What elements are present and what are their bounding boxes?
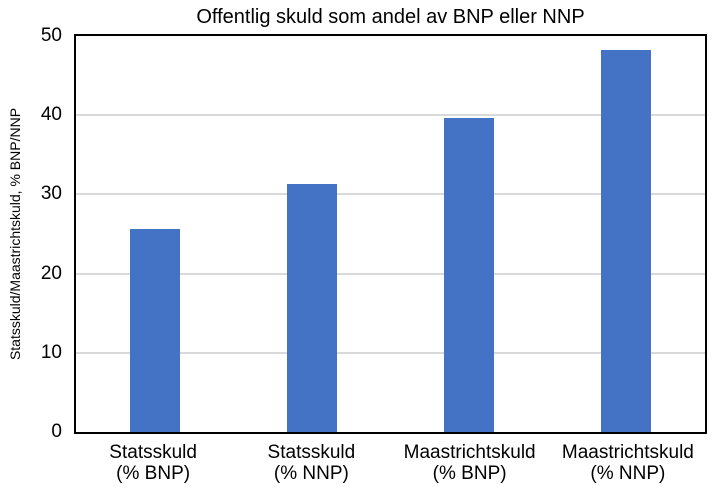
bar-slot — [76, 36, 233, 432]
chart-title: Offentlig skuld som andel av BNP eller N… — [196, 6, 585, 28]
y-axis-label: Statsskuld/Maastrichtskuld, % BNP/NNP — [7, 107, 23, 361]
y-tick-label: 40 — [40, 104, 62, 126]
gridline — [76, 193, 705, 196]
bar-slot — [548, 36, 705, 432]
bar — [129, 229, 180, 432]
bar-slot — [391, 36, 548, 432]
plot-area — [74, 34, 707, 434]
gridline — [76, 114, 705, 117]
y-tick-label: 20 — [40, 262, 62, 284]
bar — [601, 50, 652, 432]
y-tick-label: 0 — [51, 421, 62, 442]
bar — [286, 184, 337, 432]
y-tick-label: 50 — [40, 25, 62, 46]
x-axis-category-labels: Statsskuld (% BNP) Statsskuld (% NNP) Maas… — [74, 442, 707, 484]
x-category-label: Statsskuld (% NNP) — [267, 442, 356, 484]
x-category-label: Maastrichtskuld (% BNP) — [403, 442, 536, 484]
x-category-label: Statsskuld (% BNP) — [109, 442, 197, 484]
bar-slot — [233, 36, 390, 432]
x-category-label: Maastrichtskuld (% NNP) — [561, 442, 694, 484]
gridline — [76, 272, 705, 275]
gridline — [76, 351, 705, 354]
y-tick-label: 10 — [40, 341, 62, 363]
bar — [444, 117, 495, 432]
y-tick-label: 30 — [40, 183, 62, 205]
